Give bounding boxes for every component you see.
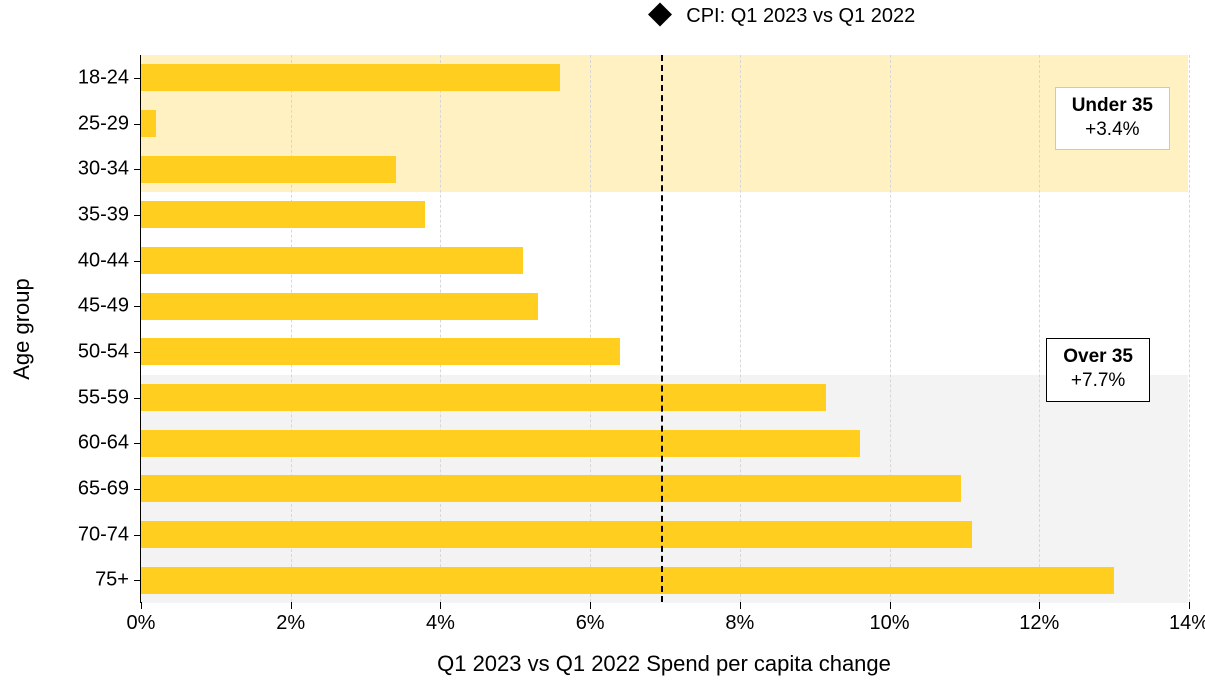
- y-tick-mark: [134, 443, 141, 444]
- y-tick-label: 45-49: [78, 295, 141, 318]
- x-tick-mark: [141, 602, 142, 609]
- x-tick-mark: [1039, 602, 1040, 609]
- y-tick-mark: [134, 489, 141, 490]
- plot-area: 18-2425-2930-3435-3940-4445-4950-5455-59…: [140, 55, 1188, 603]
- bar: [141, 247, 523, 274]
- y-tick-label: 50-54: [78, 340, 141, 363]
- bar: [141, 567, 1114, 594]
- x-tick-mark: [740, 602, 741, 609]
- y-tick-label: 40-44: [78, 249, 141, 272]
- bar: [141, 384, 826, 411]
- x-tick-mark: [590, 602, 591, 609]
- bar: [141, 521, 972, 548]
- bar: [141, 110, 156, 137]
- y-tick-mark: [134, 306, 141, 307]
- y-tick-mark: [134, 169, 141, 170]
- x-tick-mark: [890, 602, 891, 609]
- chart-container: Age group Q1 2023 vs Q1 2022 Spend per c…: [0, 0, 1205, 689]
- y-tick-label: 25-29: [78, 112, 141, 135]
- bar: [141, 338, 620, 365]
- callout-over35: Over 35+7.7%: [1046, 338, 1150, 402]
- bar: [141, 475, 961, 502]
- callout-under35: Under 35+3.4%: [1055, 87, 1170, 151]
- y-tick-label: 35-39: [78, 203, 141, 226]
- y-tick-mark: [134, 124, 141, 125]
- grid-line: [1039, 55, 1040, 602]
- callout-title: Under 35: [1072, 94, 1153, 118]
- grid-line: [1189, 55, 1190, 602]
- bar: [141, 156, 396, 183]
- y-tick-mark: [134, 78, 141, 79]
- callout-value: +7.7%: [1063, 369, 1133, 393]
- y-tick-mark: [134, 261, 141, 262]
- x-tick-mark: [440, 602, 441, 609]
- y-tick-mark: [134, 352, 141, 353]
- cpi-reference-label: CPI: Q1 2023 vs Q1 2022: [686, 5, 915, 28]
- x-tick-mark: [1189, 602, 1190, 609]
- y-tick-label: 60-64: [78, 432, 141, 455]
- x-tick-mark: [291, 602, 292, 609]
- cpi-marker-icon: [648, 3, 672, 32]
- y-axis-title: Age group: [9, 278, 35, 380]
- y-tick-mark: [134, 535, 141, 536]
- x-tick-label: 14%: [1169, 602, 1205, 635]
- x-axis-title: Q1 2023 vs Q1 2022 Spend per capita chan…: [437, 651, 891, 677]
- y-tick-label: 70-74: [78, 523, 141, 546]
- y-tick-label: 30-34: [78, 158, 141, 181]
- y-tick-mark: [134, 580, 141, 581]
- y-tick-mark: [134, 398, 141, 399]
- y-tick-mark: [134, 215, 141, 216]
- bar: [141, 430, 860, 457]
- y-tick-label: 18-24: [78, 66, 141, 89]
- bar: [141, 293, 538, 320]
- bar: [141, 201, 425, 228]
- callout-title: Over 35: [1063, 345, 1133, 369]
- callout-value: +3.4%: [1072, 118, 1153, 142]
- cpi-reference-line: [661, 55, 663, 602]
- bar: [141, 64, 560, 91]
- y-tick-label: 55-59: [78, 386, 141, 409]
- y-tick-label: 65-69: [78, 477, 141, 500]
